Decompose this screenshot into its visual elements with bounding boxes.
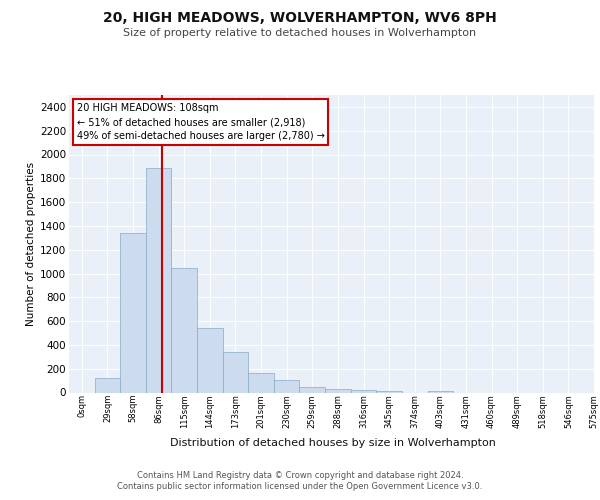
Bar — [325, 389, 351, 392]
Bar — [223, 352, 248, 393]
Bar — [95, 378, 120, 392]
Y-axis label: Number of detached properties: Number of detached properties — [26, 162, 36, 326]
Bar — [172, 268, 197, 392]
Text: Contains HM Land Registry data © Crown copyright and database right 2024.: Contains HM Land Registry data © Crown c… — [137, 471, 463, 480]
Text: Contains public sector information licensed under the Open Government Licence v3: Contains public sector information licen… — [118, 482, 482, 491]
Bar — [274, 380, 299, 392]
Bar — [120, 233, 146, 392]
Bar — [248, 373, 274, 392]
Text: 20, HIGH MEADOWS, WOLVERHAMPTON, WV6 8PH: 20, HIGH MEADOWS, WOLVERHAMPTON, WV6 8PH — [103, 11, 497, 25]
Text: Distribution of detached houses by size in Wolverhampton: Distribution of detached houses by size … — [170, 438, 496, 448]
Bar — [351, 390, 376, 392]
Bar — [197, 328, 223, 392]
Text: 20 HIGH MEADOWS: 108sqm
← 51% of detached houses are smaller (2,918)
49% of semi: 20 HIGH MEADOWS: 108sqm ← 51% of detache… — [77, 104, 325, 142]
Bar — [146, 168, 172, 392]
Text: Size of property relative to detached houses in Wolverhampton: Size of property relative to detached ho… — [124, 28, 476, 38]
Bar — [299, 386, 325, 392]
